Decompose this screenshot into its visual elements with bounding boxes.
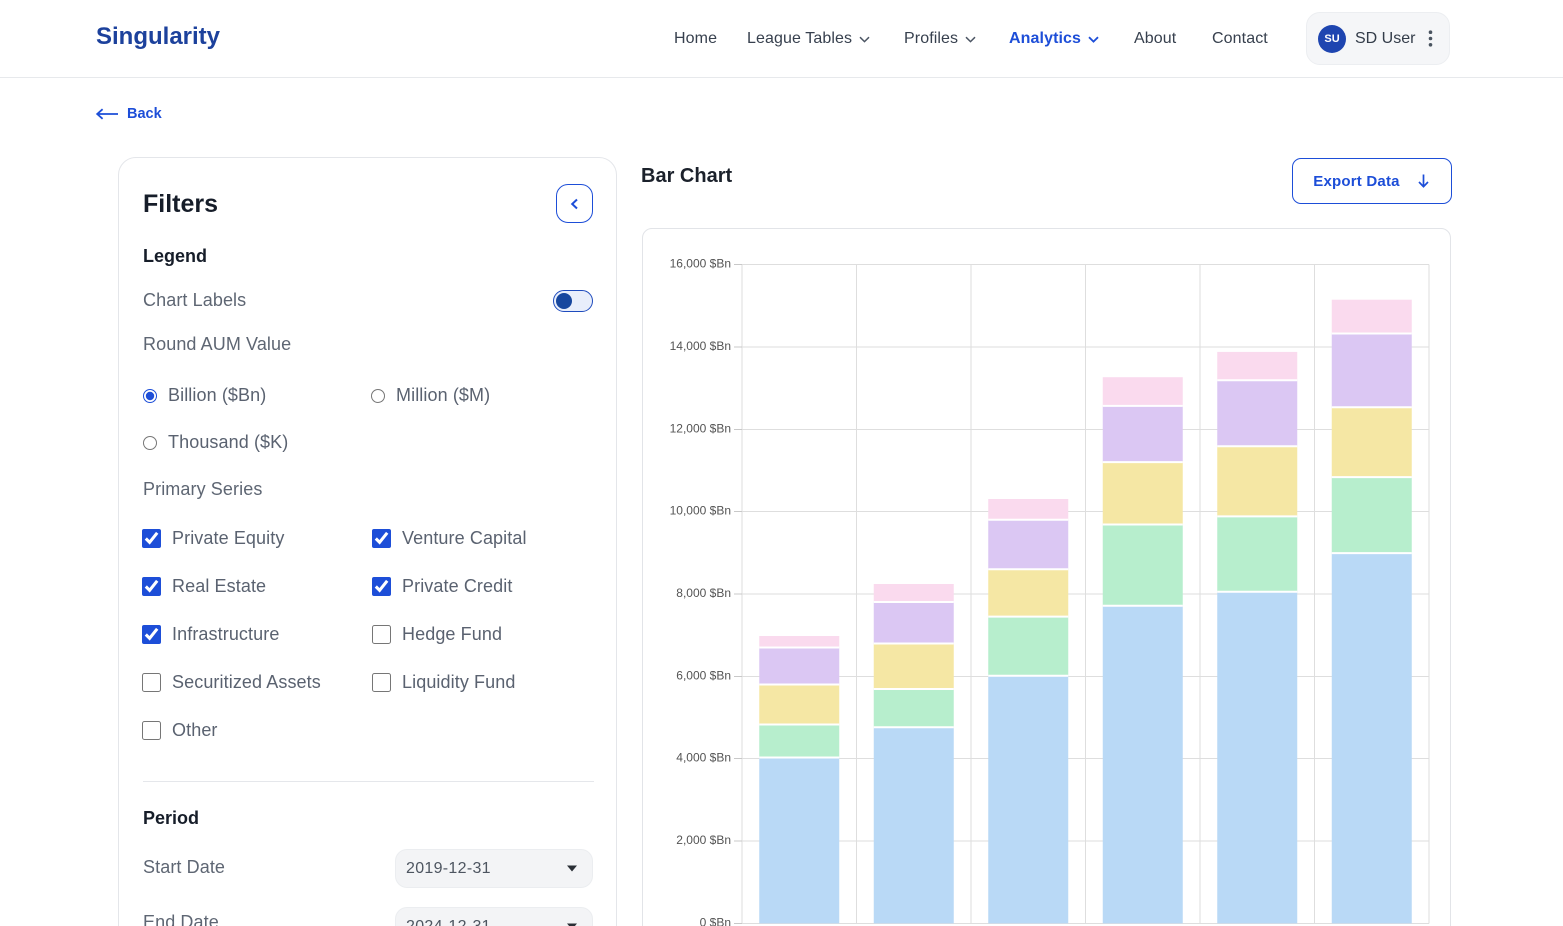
svg-text:10,000 $Bn: 10,000 $Bn [670,504,731,518]
svg-text:16,000 $Bn: 16,000 $Bn [670,257,731,271]
svg-text:2,000 $Bn: 2,000 $Bn [676,833,731,847]
svg-text:8,000 $Bn: 8,000 $Bn [676,586,731,600]
svg-text:12,000 $Bn: 12,000 $Bn [670,422,731,436]
svg-text:0 $Bn: 0 $Bn [700,916,731,926]
svg-text:6,000 $Bn: 6,000 $Bn [676,669,731,683]
svg-text:14,000 $Bn: 14,000 $Bn [670,339,731,353]
svg-text:4,000 $Bn: 4,000 $Bn [676,751,731,765]
